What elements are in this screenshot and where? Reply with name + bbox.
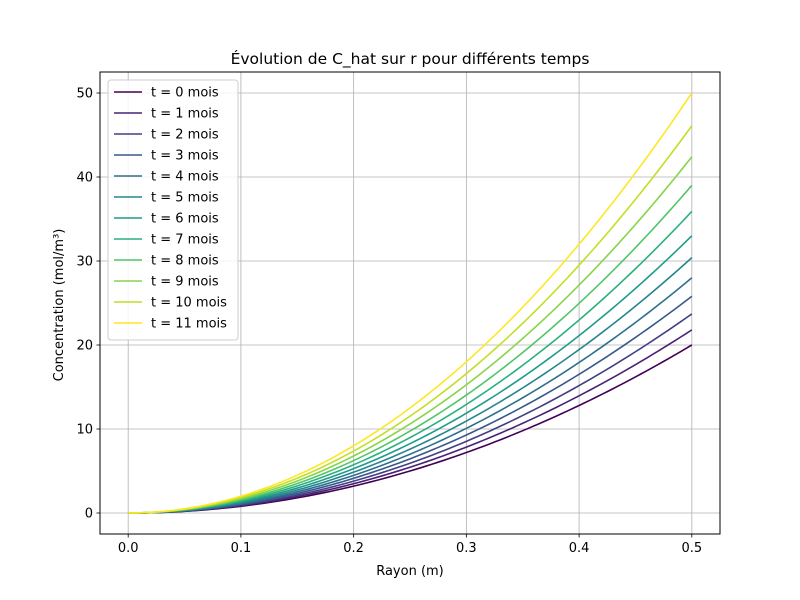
legend-label: t = 3 mois xyxy=(151,149,219,164)
legend-label: t = 4 mois xyxy=(151,170,219,185)
x-tick-label: 0.5 xyxy=(681,541,702,556)
legend-label: t = 10 mois xyxy=(151,296,227,311)
series-line-9 xyxy=(128,156,693,514)
series-lines xyxy=(128,92,693,514)
grid xyxy=(100,72,720,534)
plot-frame xyxy=(99,71,721,535)
x-tick-label: 0.4 xyxy=(569,541,590,556)
y-tick-label: 10 xyxy=(76,423,93,438)
y-tick-label: 40 xyxy=(76,171,93,186)
x-axis-title: Rayon (m) xyxy=(376,564,444,579)
chart-title: Évolution de C_hat sur r pour différents… xyxy=(231,49,590,69)
legend-label: t = 0 mois xyxy=(151,86,219,101)
legend-label: t = 11 mois xyxy=(151,317,227,332)
series-line-10 xyxy=(128,125,693,514)
legend-label: t = 1 mois xyxy=(151,107,219,122)
legend-label: t = 5 mois xyxy=(151,191,219,206)
legend-box xyxy=(107,79,239,341)
y-tick-label: 20 xyxy=(76,339,93,354)
y-axis-title: Concentration (mol/m³) xyxy=(52,229,67,382)
legend-label: t = 7 mois xyxy=(151,233,219,248)
axis-ticks: 0.0 0.1 0.2 0.3 0.4 0.5 0 10 20 30 40 50 xyxy=(76,87,702,557)
legend-label: t = 9 mois xyxy=(151,275,219,290)
x-tick-label: 0.3 xyxy=(456,541,477,556)
y-tick-label: 0 xyxy=(85,507,93,522)
legend-label: t = 8 mois xyxy=(151,254,219,269)
x-tick-label: 0.0 xyxy=(118,541,139,556)
x-tick-label: 0.2 xyxy=(343,541,364,556)
legend: t = 0 mois t = 1 mois t = 2 mois t = 3 mois… xyxy=(107,79,239,341)
y-tick-label: 50 xyxy=(76,87,93,102)
y-tick-label: 30 xyxy=(76,255,93,270)
legend-label: t = 2 mois xyxy=(151,128,219,143)
series-line-11 xyxy=(128,92,693,514)
legend-label: t = 6 mois xyxy=(151,212,219,227)
x-tick-label: 0.1 xyxy=(231,541,252,556)
